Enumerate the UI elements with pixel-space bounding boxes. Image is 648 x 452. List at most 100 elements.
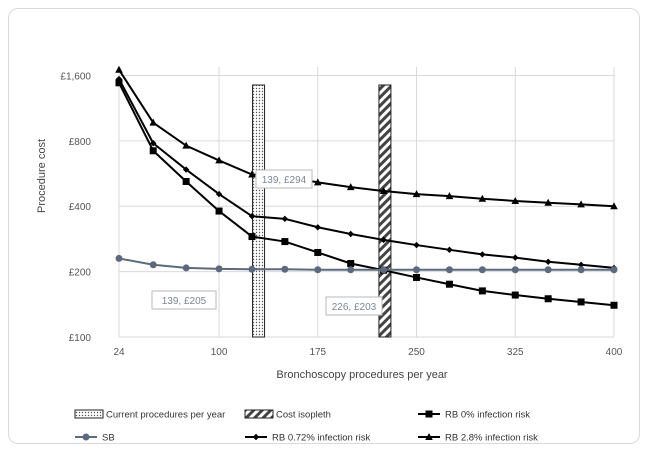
point-marker [347, 230, 354, 238]
legend-label: RB 0% infection risk [445, 410, 530, 421]
legend-item: RB 0.72% infection risk [245, 433, 370, 444]
point-marker [215, 207, 223, 215]
y-tick-label: £1,600 [60, 71, 91, 82]
legend-item: RB 0% infection risk [418, 410, 530, 421]
series-line [118, 257, 614, 271]
y-tick-label: £100 [69, 333, 92, 344]
point-marker [313, 178, 322, 186]
legend-label: Current procedures per year [106, 410, 225, 421]
legend-swatch-band [74, 409, 104, 419]
point-marker [544, 258, 552, 265]
series-line [118, 82, 615, 307]
y-tick-label: £200 [69, 268, 92, 279]
point-marker [478, 266, 486, 274]
point-marker [115, 75, 123, 83]
point-marker [215, 265, 223, 273]
point-marker [610, 266, 618, 274]
series-triangle [115, 65, 618, 210]
legend-item: SB [75, 433, 115, 444]
x-tick-label: 400 [606, 347, 623, 358]
point-marker [511, 266, 519, 274]
point-marker [577, 298, 585, 306]
point-marker [149, 261, 157, 269]
point-marker [252, 433, 260, 441]
legend-item: Cost isopleth [244, 409, 331, 421]
point-marker [512, 254, 519, 261]
annotation-label: 226, £203 [332, 302, 377, 313]
x-tick-label: 325 [507, 347, 524, 358]
annotation-frame [255, 169, 313, 189]
point-marker [425, 433, 433, 440]
band-dots [252, 84, 266, 338]
series-line [118, 69, 615, 208]
point-marker [82, 433, 90, 441]
x-tick-label: 100 [211, 347, 228, 358]
point-marker [314, 248, 322, 256]
legend-label: RB 2.8% infection risk [445, 433, 538, 444]
point-marker [413, 273, 421, 281]
annotation-label: 139, £205 [162, 296, 207, 307]
x-tick-label: 24 [113, 347, 125, 358]
point-marker [182, 141, 190, 149]
annotation-box: 139, £294 [255, 169, 313, 189]
point-marker [314, 266, 322, 274]
series-line [118, 78, 615, 269]
point-marker [149, 147, 157, 155]
point-marker [248, 265, 256, 273]
y-tick-label: £800 [69, 137, 92, 148]
y-axis-title: Procedure cost [36, 139, 48, 213]
point-marker [413, 241, 420, 249]
point-marker [413, 266, 421, 274]
point-marker [346, 183, 355, 191]
series-diamond [115, 75, 618, 272]
chart-card [8, 8, 640, 444]
point-marker [544, 198, 552, 206]
point-marker [380, 236, 387, 244]
point-marker [380, 266, 388, 274]
point-marker [446, 246, 453, 254]
series-square [115, 79, 618, 309]
point-marker [425, 410, 433, 418]
legend: Current procedures per year Cost isopleth… [74, 409, 538, 444]
point-marker [445, 280, 453, 288]
annotation-box: 139, £205 [151, 290, 217, 310]
annotation-box: 226, £203 [325, 296, 383, 316]
point-marker [511, 291, 519, 299]
legend-label: SB [102, 433, 115, 444]
y-tick-label: £400 [69, 202, 92, 213]
legend-item: Current procedures per year [74, 409, 225, 421]
point-marker [314, 224, 321, 231]
point-marker [115, 254, 123, 262]
point-marker [445, 192, 454, 200]
legend-label: RB 0.72% infection risk [272, 433, 370, 444]
point-marker [412, 190, 421, 198]
legend-swatch-band [244, 409, 274, 419]
point-marker [215, 156, 223, 164]
annotation-frame [325, 296, 383, 316]
point-marker [347, 266, 355, 274]
point-marker [281, 215, 289, 223]
annotations: 139, £294 139, £205 226, £203 [151, 169, 383, 316]
point-marker [511, 196, 520, 204]
point-marker [577, 261, 585, 268]
point-marker [215, 190, 223, 198]
point-marker [577, 266, 585, 274]
vertical-bands [252, 84, 392, 338]
x-axis-title: Bronchoscopy procedures per year [276, 369, 448, 381]
band-hatch [378, 84, 392, 338]
point-marker [478, 287, 486, 295]
point-marker [610, 202, 618, 210]
point-marker [478, 194, 487, 202]
point-marker [347, 259, 355, 267]
point-marker [182, 177, 190, 185]
point-marker [248, 212, 256, 220]
point-marker [281, 265, 289, 273]
point-marker [248, 233, 256, 241]
point-marker [182, 166, 190, 173]
point-marker [445, 266, 453, 274]
legend-item: RB 2.8% infection risk [418, 433, 538, 444]
point-marker [115, 79, 123, 87]
series-circle [115, 254, 618, 274]
point-marker [610, 301, 618, 309]
